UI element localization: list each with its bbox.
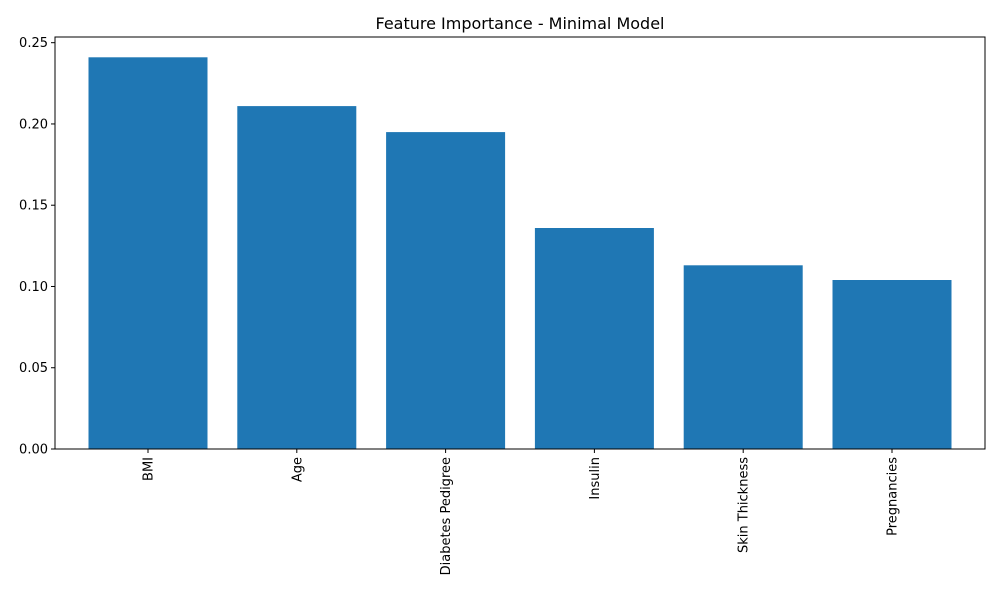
- y-tick-label: 0.20: [19, 117, 48, 132]
- y-tick-label: 0.00: [19, 443, 48, 458]
- plot-frame: [54, 36, 986, 450]
- bar-diabetes-pedigree: [386, 132, 506, 449]
- x-tick-label: Age: [290, 457, 305, 482]
- x-tick-label: BMI: [142, 457, 157, 481]
- y-tick-label: 0.15: [19, 199, 48, 214]
- bars-layer: [88, 57, 952, 450]
- x-tick-label: Diabetes Pedigree: [439, 457, 454, 575]
- y-tick-label: 0.25: [19, 36, 48, 51]
- x-tick-label: Skin Thickness: [737, 457, 752, 553]
- bar-age: [237, 106, 357, 449]
- chart-title: Feature Importance - Minimal Model: [376, 14, 665, 33]
- bar-insulin: [534, 228, 654, 449]
- bar-skin-thickness: [683, 265, 803, 449]
- bar-bmi: [88, 57, 208, 450]
- y-tick-label: 0.05: [19, 361, 48, 376]
- bar-pregnancies: [832, 280, 952, 449]
- y-tick-label: 0.10: [19, 280, 48, 295]
- axes-layer: BMI Age Diabetes Pedigree Insulin Skin Thick…: [19, 36, 986, 575]
- x-tick-label: Insulin: [588, 457, 603, 500]
- x-tick-label: Pregnancies: [886, 457, 901, 536]
